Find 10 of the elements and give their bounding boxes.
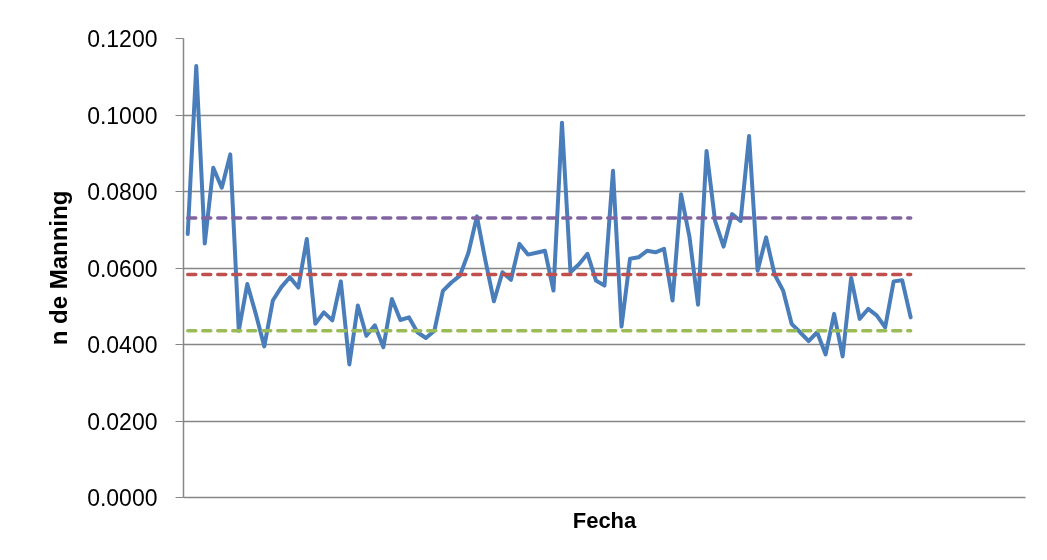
y-axis-title: n de Manning bbox=[45, 190, 73, 346]
line-series bbox=[185, 64, 913, 367]
x-axis-title: Fecha bbox=[572, 507, 638, 533]
y-tick-label: 0.1000 bbox=[87, 102, 158, 129]
y-tick-label: 0.0600 bbox=[87, 255, 158, 282]
y-tick-label: 0.0000 bbox=[87, 485, 158, 511]
y-tick-label: 0.0200 bbox=[87, 408, 158, 435]
y-tick-label: 0.0400 bbox=[87, 332, 158, 358]
y-tick-label: 0.1200 bbox=[87, 26, 158, 52]
y-tick-label: 0.0800 bbox=[87, 179, 158, 205]
